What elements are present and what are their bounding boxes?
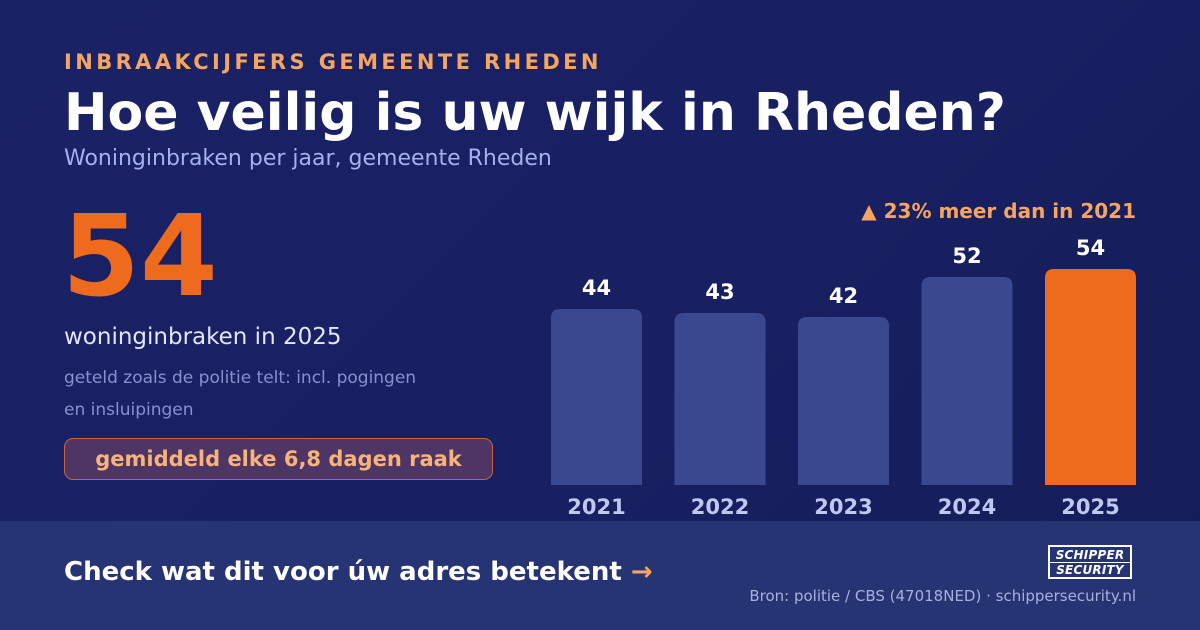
x-tick-label: 2023 — [814, 495, 872, 519]
stat-label: woninginbraken in 2025 — [64, 324, 342, 350]
x-tick-label: 2025 — [1061, 495, 1119, 519]
bar-value-label: 42 — [829, 284, 858, 308]
bar-value-label: 54 — [1076, 236, 1105, 260]
eyebrow: INBRAAKCIJFERS GEMEENTE RHEDEN — [64, 50, 602, 74]
page-title: Hoe veilig is uw wijk in Rheden? — [64, 83, 1006, 143]
stat-note: geteld zoals de politie telt: incl. pogi… — [64, 368, 417, 420]
arrow-right-icon: → — [630, 557, 653, 587]
logo-line-2: SECURITY — [1050, 561, 1130, 577]
subtitle: Woninginbraken per jaar, gemeente Rheden — [64, 146, 552, 171]
bar-2021 — [551, 309, 642, 485]
x-tick-label: 2024 — [938, 495, 996, 519]
bar-value-label: 44 — [582, 276, 611, 300]
big-stat-number: 54 — [62, 192, 218, 322]
x-tick-label: 2021 — [567, 495, 625, 519]
source-text: Bron: politie / CBS (47018NED) · schippe… — [749, 587, 1136, 605]
logo-line-1: SCHIPPER — [1055, 547, 1125, 562]
bar-value-label: 43 — [705, 280, 734, 304]
bar-2024 — [921, 277, 1013, 485]
cta-text: Check wat dit voor úw adres betekent — [64, 557, 622, 587]
bars-group: 44 2021 43 2022 42 2023 52 2024 54 2025 — [551, 236, 1136, 519]
brand-logo: SCHIPPER SECURITY — [1048, 545, 1132, 579]
cta-link[interactable]: Check wat dit voor úw adres betekent → — [64, 557, 653, 587]
bar-2022 — [674, 313, 766, 485]
x-tick-label: 2022 — [691, 495, 749, 519]
footer-bar: Check wat dit voor úw adres betekent → S… — [0, 521, 1200, 630]
bar-2023 — [798, 317, 889, 485]
callout-badge: gemiddeld elke 6,8 dagen raak — [64, 438, 493, 480]
change-annotation: ▲ 23% meer dan in 2021 — [861, 199, 1136, 223]
bar-value-label: 52 — [952, 244, 981, 268]
bar-2025 — [1045, 269, 1136, 485]
